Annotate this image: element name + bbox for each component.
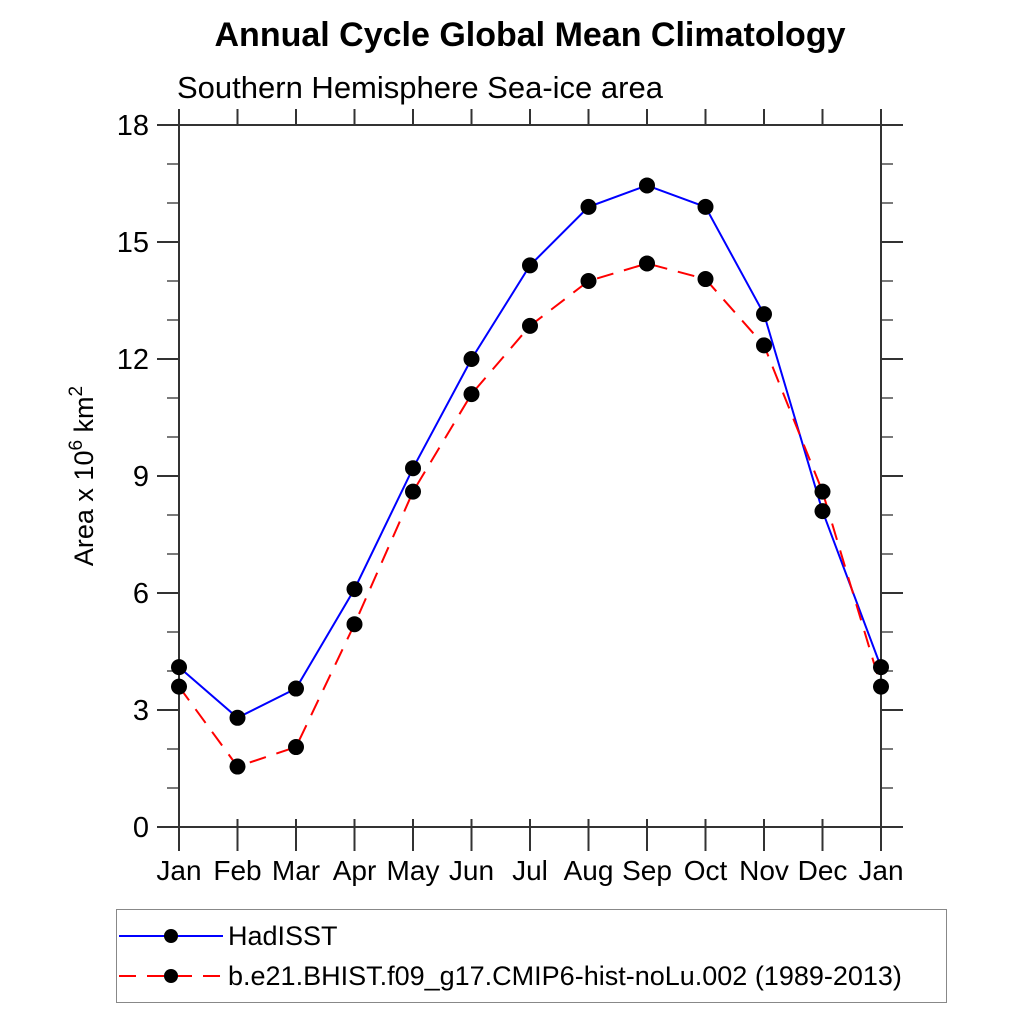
legend-label-model: b.e21.BHIST.f09_g17.CMIP6-hist-noLu.002 … (228, 960, 902, 991)
svg-text:Feb: Feb (213, 855, 261, 886)
data-point (697, 198, 714, 215)
y-axis-ticks (157, 124, 903, 828)
data-point (463, 386, 480, 403)
data-point (171, 659, 187, 676)
svg-text:Oct: Oct (684, 855, 728, 886)
legend-line-sample-model (119, 969, 223, 983)
data-point (697, 271, 714, 288)
data-point (463, 351, 480, 367)
data-point (873, 659, 889, 676)
chart-subtitle: Southern Hemisphere Sea-ice area (177, 70, 663, 105)
legend-box: HadISST b.e21.BHIST.f09_g17.CMIP6-hist-n… (116, 909, 947, 1003)
svg-text:Aug: Aug (564, 855, 614, 886)
series-line-1 (178, 262, 882, 768)
svg-text:12: 12 (117, 344, 149, 376)
data-point (229, 709, 246, 726)
data-point (756, 337, 772, 354)
svg-text:18: 18 (117, 110, 149, 142)
data-point (639, 255, 655, 272)
y-axis-title: Area x 106 km2 (66, 386, 99, 566)
x-axis-ticks (178, 109, 882, 851)
data-point (405, 460, 421, 477)
svg-text:Dec: Dec (798, 855, 848, 886)
data-point (814, 483, 831, 500)
data-point (405, 483, 421, 500)
svg-text:0: 0 (133, 812, 149, 844)
data-point (522, 257, 538, 274)
data-point (522, 317, 538, 334)
svg-text:Jan: Jan (858, 855, 903, 886)
data-point (229, 758, 246, 775)
svg-text:3: 3 (133, 695, 149, 727)
svg-text:May: May (387, 855, 440, 886)
data-point (171, 678, 187, 695)
data-point (580, 198, 597, 215)
legend-item-hadisst: HadISST (119, 920, 946, 953)
legend-item-model: b.e21.BHIST.f09_g17.CMIP6-hist-noLu.002 … (119, 960, 946, 993)
svg-text:Sep: Sep (622, 855, 672, 886)
data-point (873, 678, 889, 695)
legend-sample-marker (164, 969, 178, 983)
svg-text:15: 15 (117, 227, 149, 259)
svg-text:Mar: Mar (272, 855, 320, 886)
svg-text:Jul: Jul (512, 855, 548, 886)
chart-title: Annual Cycle Global Mean Climatology (214, 16, 846, 54)
svg-text:6: 6 (133, 578, 149, 610)
data-point (288, 680, 304, 697)
data-point (288, 739, 304, 756)
data-point (814, 503, 831, 520)
data-point (639, 177, 655, 194)
data-point (756, 306, 772, 323)
y-tick-labels: 0 3 6 9 12 15 18 (117, 110, 149, 844)
data-point-markers (171, 177, 889, 775)
legend-line-sample-hadisst (119, 929, 223, 943)
data-point (580, 273, 597, 289)
data-point (346, 616, 363, 633)
data-point (346, 581, 363, 598)
axes-frame (178, 124, 882, 828)
svg-text:Nov: Nov (739, 855, 789, 886)
legend-sample-marker (164, 929, 178, 943)
x-tick-labels: Jan Feb Mar Apr May Jun Jul Aug Sep Oct Nov Dec Jan (156, 855, 903, 886)
svg-text:Jan: Jan (156, 855, 201, 886)
legend-label-hadisst: HadISST (228, 920, 338, 951)
svg-text:9: 9 (133, 461, 149, 493)
svg-text:Apr: Apr (333, 855, 377, 886)
svg-text:Jun: Jun (449, 855, 494, 886)
